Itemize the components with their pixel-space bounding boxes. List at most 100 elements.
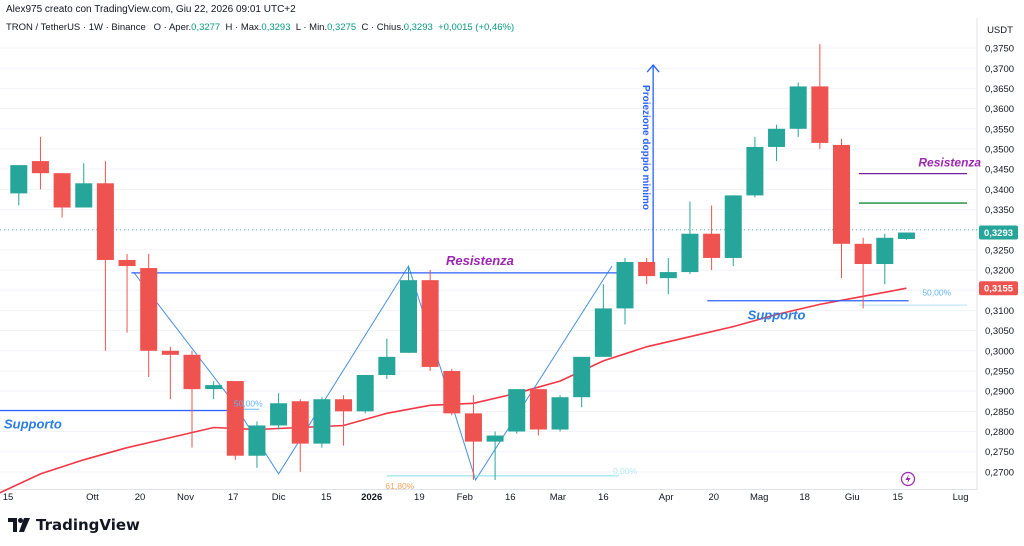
- candle: [140, 253, 158, 378]
- candle-body: [854, 243, 872, 265]
- candle-body: [161, 350, 179, 355]
- candle: [659, 257, 677, 295]
- price-axis-tick: 0,3050: [985, 326, 1014, 337]
- ma-price-tag-label: 0,3155: [984, 284, 1014, 295]
- candle: [573, 356, 591, 408]
- candle-body: [486, 435, 504, 442]
- candle-body: [724, 195, 742, 258]
- candle: [313, 397, 331, 448]
- ohlc-close-value: 0,3293: [403, 22, 433, 33]
- candle: [31, 136, 49, 190]
- ohlc-high-label: H: [225, 22, 233, 33]
- candle-body: [31, 161, 49, 174]
- resistance-label-right: Resistenza: [918, 156, 981, 170]
- ohlc-open-value: 0,3277: [191, 22, 221, 33]
- ohlc-close-name: Chius.: [376, 22, 404, 33]
- price-axis-tick: 0,3500: [985, 144, 1014, 155]
- time-axis-tick: 2026: [361, 492, 382, 503]
- price-axis-currency: USDT: [987, 25, 1013, 36]
- price-axis-tick: 0,3550: [985, 124, 1014, 135]
- last-price-tag-label: 0,3293: [984, 228, 1013, 239]
- candle-body: [270, 403, 288, 426]
- candle-body: [529, 389, 547, 430]
- candle-body: [703, 233, 721, 258]
- price-axis-tick: 0,3250: [985, 245, 1014, 256]
- price-axis-tick: 0,3450: [985, 165, 1014, 176]
- time-axis-tick: Ott: [86, 492, 99, 503]
- time-axis-tick: 20: [708, 492, 719, 503]
- candle: [400, 266, 417, 353]
- candle-body: [638, 261, 656, 277]
- ohlc-low-name: Min.: [309, 22, 328, 33]
- event-lightning-icon: [900, 471, 916, 487]
- candle: [96, 161, 114, 351]
- time-axis-tick: Mag: [750, 492, 768, 503]
- fib-left-50-label: 50,00%: [234, 398, 263, 408]
- candle-body: [421, 280, 439, 367]
- time-axis-tick: Lug: [953, 492, 969, 503]
- price-axis-tick: 0,2700: [985, 467, 1014, 478]
- time-axis-tick: Feb: [457, 492, 473, 503]
- time-axis-tick: 15: [893, 492, 904, 503]
- candle-body: [594, 308, 612, 357]
- candle-body: [183, 354, 201, 390]
- candle-body: [226, 381, 244, 456]
- candle: [789, 82, 807, 137]
- price-axis[interactable]: USDT 0,2700 0,2750 0,2800 0,2850 0,2900 0,2950…: [979, 25, 1018, 478]
- projection-arrow-head: [646, 64, 660, 73]
- ohlc-high-name: Max.: [240, 22, 262, 33]
- candle-body: [140, 268, 158, 351]
- support-label-right: Supporto: [748, 308, 806, 323]
- candle: [551, 395, 569, 432]
- candle: [205, 381, 223, 400]
- candle-body: [335, 399, 353, 412]
- time-axis[interactable]: 15 Ott 20 Nov 17 Dic 15 2026 19 Feb 16 Mar 16 Apr 20 Ma…: [3, 492, 969, 503]
- ohlc-close-label: C: [361, 22, 369, 33]
- candle-body: [573, 356, 591, 398]
- price-axis-tick: 0,3200: [985, 266, 1014, 277]
- candle: [811, 44, 829, 149]
- time-axis-tick: 15: [3, 492, 14, 503]
- price-axis-tick: 0,3000: [985, 346, 1014, 357]
- time-axis-tick: 16: [598, 492, 609, 503]
- price-axis-tick: 0,2950: [985, 366, 1014, 377]
- candle-body: [53, 173, 71, 208]
- tradingview-logo-icon: [8, 518, 30, 532]
- candle: [75, 163, 93, 208]
- candle-body: [205, 385, 223, 390]
- candle-body: [876, 237, 894, 265]
- chart-author-line: Alex975 creato con TradingView.com, Giu …: [6, 4, 296, 15]
- candles-layer[interactable]: [10, 44, 915, 480]
- candle-body: [400, 280, 417, 353]
- ohlc-change: +0,0015 (+0,46%): [438, 22, 515, 33]
- symbol-ohlc-legend: TRON / TetherUS · 1W · Binance O · Aper.…: [6, 22, 515, 33]
- last-price-tag: [979, 225, 1018, 240]
- drawing-labels-layer: Resistenza Supporto Supporto Resistenza Proi…: [4, 85, 981, 491]
- candle: [356, 375, 374, 414]
- candle: [724, 195, 742, 267]
- tradingview-logo[interactable]: TradingView: [8, 516, 140, 534]
- candle-body: [616, 261, 634, 309]
- candle-body: [789, 86, 807, 129]
- candle: [248, 421, 266, 468]
- candle-body: [10, 165, 28, 194]
- price-axis-tick: 0,3400: [985, 185, 1014, 196]
- fib-6180-label: 61,80%: [385, 481, 414, 491]
- candle-body: [378, 356, 396, 376]
- candle: [226, 381, 244, 460]
- ohlc-low-label: L: [295, 22, 301, 33]
- time-axis-tick: 17: [228, 492, 239, 503]
- candle-body: [768, 128, 786, 147]
- candle-body: [833, 144, 850, 244]
- candle-body: [75, 183, 93, 208]
- time-axis-tick: Nov: [177, 492, 194, 503]
- fib-right-50-label: 50,00%: [922, 288, 951, 298]
- candle: [443, 368, 461, 416]
- candle-body: [313, 399, 331, 444]
- candle-body: [464, 413, 482, 442]
- event-icon-bolt: [905, 474, 911, 484]
- time-axis-tick: Dic: [272, 492, 286, 503]
- time-axis-tick: Apr: [659, 492, 674, 503]
- price-axis-tick: 0,2800: [985, 427, 1014, 438]
